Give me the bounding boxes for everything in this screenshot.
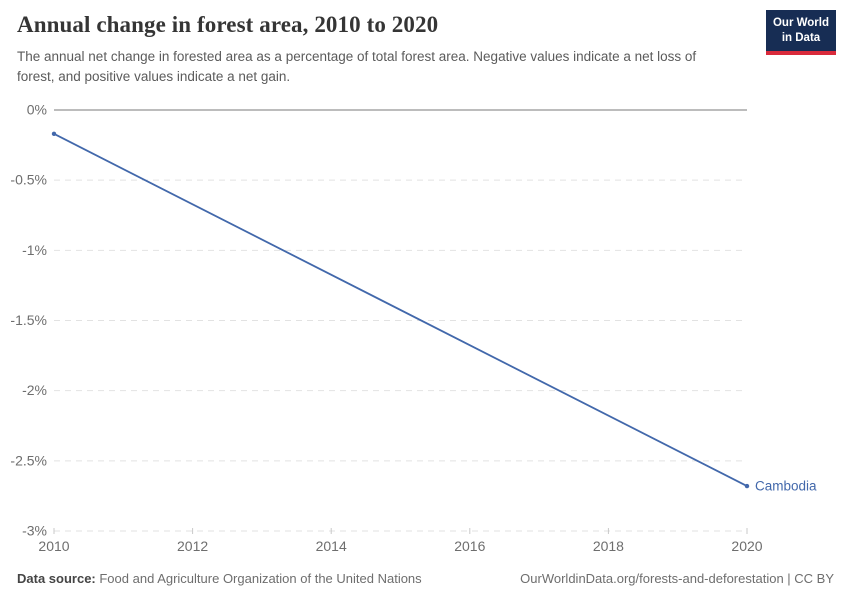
chart-header: Annual change in forest area, 2010 to 20… [17, 12, 760, 86]
series-line-cambodia[interactable] [53, 133, 748, 487]
chart-subtitle: The annual net change in forested area a… [17, 49, 697, 84]
data-point[interactable] [51, 131, 57, 137]
y-tick-label: -0.5% [10, 172, 47, 188]
x-tick-label: 2016 [454, 538, 485, 554]
x-tick-label: 2020 [731, 538, 762, 554]
chart-title: Annual change in forest area, 2010 to 20… [17, 12, 439, 37]
owid-logo-line2: in Data [781, 31, 821, 44]
data-point[interactable] [744, 483, 750, 489]
owid-url-link[interactable]: OurWorldinData.org/forests-and-deforesta… [520, 571, 834, 586]
x-tick-label: 2010 [38, 538, 69, 554]
data-source-value: Food and Agriculture Organization of the… [95, 571, 422, 586]
y-tick-label: -1% [22, 242, 47, 258]
y-tick-label: -2.5% [10, 452, 47, 468]
y-tick-label: -2% [22, 382, 47, 398]
y-tick-label: -3% [22, 523, 47, 539]
series-entity-label[interactable]: Cambodia [755, 479, 817, 494]
data-source-label: Data source: [17, 571, 96, 586]
x-tick-label: 2014 [316, 538, 347, 554]
x-tick-label: 2012 [177, 538, 208, 554]
x-tick-label: 2018 [593, 538, 624, 554]
owid-logo[interactable]: Our World in Data [766, 10, 836, 55]
owid-logo-line1: Our World [772, 17, 829, 29]
chart-footer: Data source: Food and Agriculture Organi… [17, 571, 834, 586]
data-source: Data source: Food and Agriculture Organi… [17, 571, 422, 586]
y-tick-label: -1.5% [10, 312, 47, 328]
y-tick-label: 0% [27, 102, 47, 118]
